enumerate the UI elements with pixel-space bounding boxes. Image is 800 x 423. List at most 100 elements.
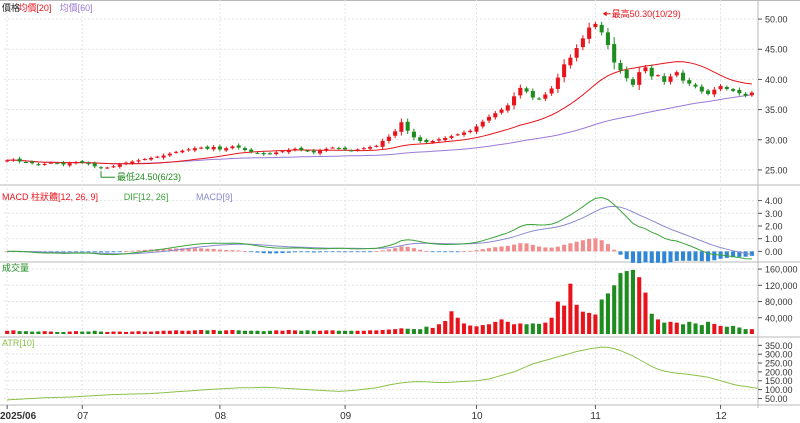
volume-bar xyxy=(267,330,273,334)
macd-histogram-bar xyxy=(105,251,110,253)
volume-bar xyxy=(712,323,717,334)
candle-body xyxy=(255,152,260,154)
volume-bar xyxy=(399,328,404,334)
candle-body xyxy=(537,98,542,100)
legend-entry: 均價[60] xyxy=(60,2,93,13)
macd-histogram-bar xyxy=(380,250,385,252)
macd-histogram-bar xyxy=(399,246,404,252)
macd-histogram-bar xyxy=(161,248,166,252)
candle-body xyxy=(687,80,692,84)
macd-histogram-bar xyxy=(574,241,579,252)
x-tick-label: 09 xyxy=(340,411,352,422)
macd-histogram-bar xyxy=(443,251,448,253)
volume-bar xyxy=(731,325,736,334)
candle-body xyxy=(505,105,510,111)
volume-bar xyxy=(574,304,579,334)
volume-bar xyxy=(380,329,385,334)
candle-body xyxy=(587,27,592,39)
volume-bar xyxy=(737,327,742,334)
legend-entry: 成交量 xyxy=(2,262,29,273)
candle-body xyxy=(5,160,10,162)
macd-histogram-bar xyxy=(449,251,454,253)
candle-body xyxy=(386,136,391,141)
volume-bar xyxy=(436,324,441,334)
macd-histogram-bar xyxy=(305,251,310,253)
candle-body xyxy=(549,88,554,94)
candle-body xyxy=(655,75,661,77)
atr-axis: 350.00300.00250.00200.00150.00100.0050.0… xyxy=(758,341,793,404)
volume-bar xyxy=(186,330,191,334)
candle-body xyxy=(512,96,517,106)
volume-axis: 160,000 120,000 80,000 40,000 xyxy=(758,265,798,323)
volume-bar xyxy=(618,273,623,334)
macd-histogram-bar xyxy=(80,251,85,253)
macd-histogram xyxy=(5,238,754,264)
volume-bar xyxy=(161,330,166,334)
candle-body xyxy=(743,93,748,96)
tick-label: 3.00 xyxy=(765,209,783,219)
macd-histogram-bar xyxy=(612,249,617,252)
volume-bar xyxy=(55,331,60,334)
candle-body xyxy=(23,161,28,163)
candle-body xyxy=(242,148,247,151)
candle-body xyxy=(693,84,698,87)
macd-histogram-bar xyxy=(674,251,679,261)
macd-histogram-bar xyxy=(562,244,567,252)
macd-histogram-bar xyxy=(518,243,523,252)
candle-body xyxy=(474,126,479,132)
tick-label: 35.00 xyxy=(765,105,788,115)
candle-body xyxy=(624,69,629,79)
volume-bar xyxy=(92,330,97,334)
high-arrowhead xyxy=(602,11,607,17)
macd-histogram-bar xyxy=(368,251,373,253)
macd-histogram-bar xyxy=(249,251,254,253)
macd-histogram-bar xyxy=(224,249,229,252)
candle-body xyxy=(593,23,598,28)
volume-bar xyxy=(605,293,610,334)
candle-body xyxy=(430,140,435,143)
volume-bar xyxy=(205,330,210,334)
candle-body xyxy=(368,147,373,149)
annotation-arrows xyxy=(100,11,611,178)
volume-bar xyxy=(355,330,360,334)
candle-body xyxy=(111,166,116,168)
macd-histogram-bar xyxy=(680,251,686,261)
macd-histogram-bar xyxy=(599,240,604,252)
macd-histogram-bar xyxy=(461,251,467,253)
candle-body xyxy=(167,153,172,156)
candle-body xyxy=(486,116,492,121)
ma60-line xyxy=(7,94,752,165)
candle-body xyxy=(662,76,667,82)
legend-entry: DIF[12, 26] xyxy=(124,192,169,202)
macd-histogram-bar xyxy=(86,251,91,253)
macd-histogram-bar xyxy=(555,246,560,252)
volume-bar xyxy=(405,328,410,334)
macd-histogram-bar xyxy=(336,251,341,253)
candle-body xyxy=(568,57,573,66)
volume-bar xyxy=(743,329,748,334)
tick-label: 150.00 xyxy=(765,376,793,386)
legend-entry: MACD 柱狀體[12, 26, 9] xyxy=(2,191,98,202)
volume-bar xyxy=(67,331,72,334)
volume-bar xyxy=(543,322,548,334)
candle-body xyxy=(249,149,254,152)
candle-body xyxy=(749,92,754,96)
volume-bar xyxy=(274,330,279,334)
macd-histogram-bar xyxy=(267,251,273,254)
macd-lines xyxy=(7,196,752,260)
tick-label: 40.00 xyxy=(765,75,788,85)
macd-histogram-bar xyxy=(55,251,60,253)
volume-bar xyxy=(349,330,354,334)
candle-body xyxy=(61,162,66,165)
candle-body xyxy=(311,150,316,153)
candle-body xyxy=(643,67,648,72)
candle-body xyxy=(418,137,423,141)
volume-bar xyxy=(61,331,66,334)
macd-histogram-bar xyxy=(649,251,654,263)
macd-histogram-bar xyxy=(662,251,667,264)
macd-histogram-bar xyxy=(568,243,573,252)
candle-body xyxy=(261,153,266,155)
candle-body xyxy=(374,145,379,147)
macd-histogram-bar xyxy=(499,246,504,252)
volume-bar xyxy=(612,285,617,334)
